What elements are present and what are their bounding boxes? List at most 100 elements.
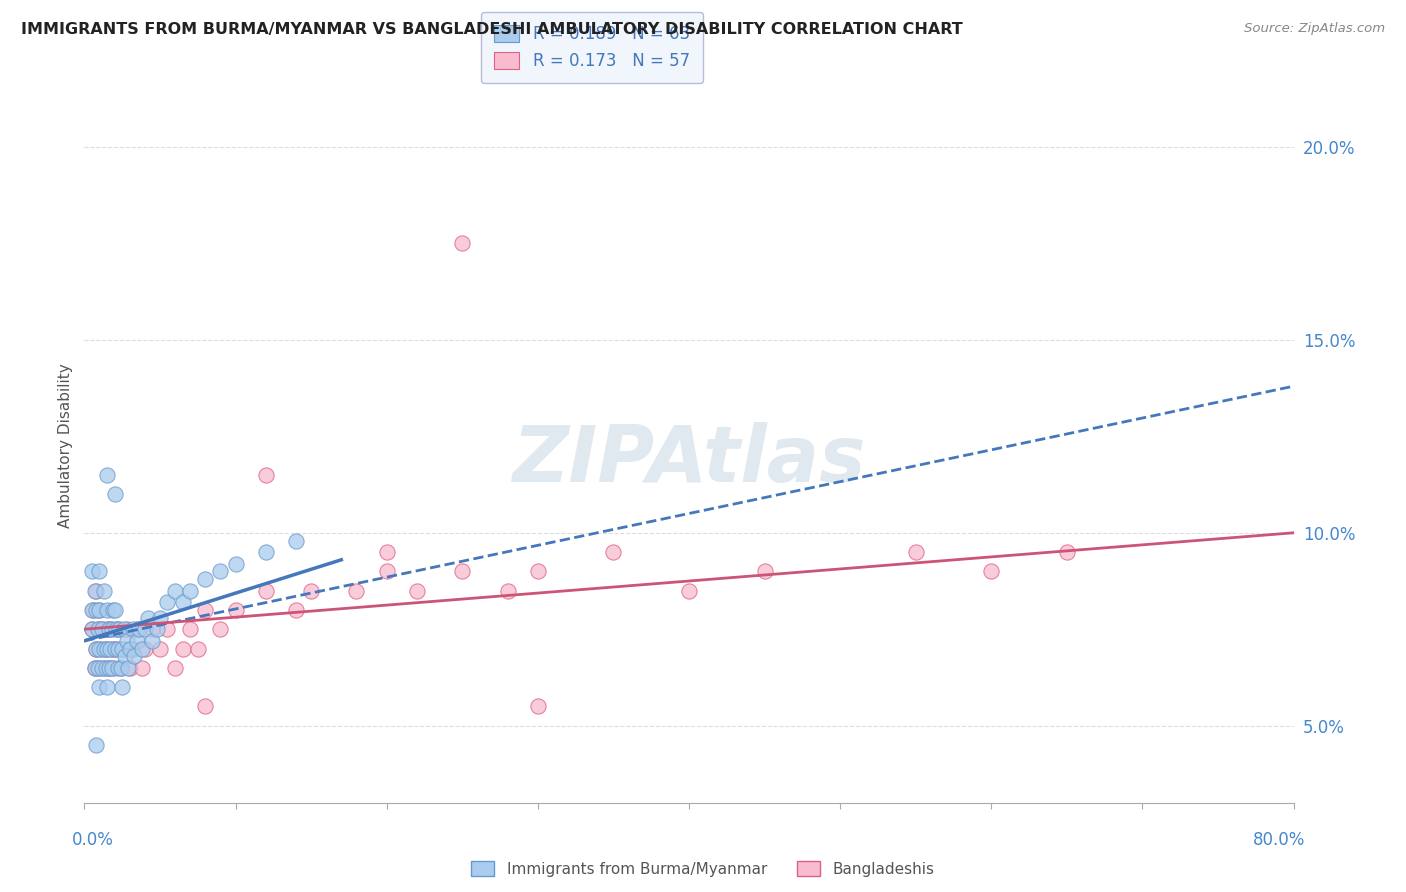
Point xyxy=(93,583,115,598)
Point xyxy=(134,641,156,656)
Point xyxy=(602,545,624,559)
Point xyxy=(96,467,118,482)
Point xyxy=(165,661,187,675)
Point xyxy=(254,583,277,598)
Point xyxy=(101,603,124,617)
Point xyxy=(89,661,111,675)
Point xyxy=(172,595,194,609)
Point xyxy=(225,557,247,571)
Point xyxy=(194,603,217,617)
Point xyxy=(98,641,121,656)
Point xyxy=(165,583,187,598)
Point xyxy=(172,641,194,656)
Y-axis label: Ambulatory Disability: Ambulatory Disability xyxy=(58,364,73,528)
Point xyxy=(89,680,111,694)
Point xyxy=(127,633,149,648)
Point xyxy=(194,699,217,714)
Legend: Immigrants from Burma/Myanmar, Bangladeshis: Immigrants from Burma/Myanmar, Banglades… xyxy=(464,853,942,884)
Point xyxy=(86,641,108,656)
Point xyxy=(86,583,108,598)
Point xyxy=(89,641,111,656)
Point xyxy=(96,603,118,617)
Point xyxy=(80,622,103,636)
Point xyxy=(96,641,118,656)
Point xyxy=(100,661,122,675)
Point xyxy=(141,622,163,636)
Point xyxy=(149,610,172,624)
Point xyxy=(980,565,1002,579)
Point xyxy=(89,603,111,617)
Point xyxy=(285,603,308,617)
Point xyxy=(209,565,232,579)
Point xyxy=(98,622,121,636)
Point xyxy=(84,661,107,675)
Point xyxy=(112,622,135,636)
Point xyxy=(134,622,156,636)
Point xyxy=(82,603,104,617)
Point xyxy=(100,641,122,656)
Point xyxy=(678,583,700,598)
Point xyxy=(346,583,368,598)
Point xyxy=(754,565,776,579)
Point xyxy=(110,661,132,675)
Point xyxy=(96,680,118,694)
Point xyxy=(104,641,127,656)
Point xyxy=(527,565,550,579)
Point xyxy=(254,467,277,482)
Point xyxy=(86,738,108,752)
Point xyxy=(91,622,114,636)
Point xyxy=(87,622,110,636)
Point xyxy=(254,545,277,559)
Point xyxy=(89,565,111,579)
Point xyxy=(97,661,120,675)
Point xyxy=(104,487,127,501)
Point xyxy=(118,661,141,675)
Point xyxy=(111,641,134,656)
Point xyxy=(96,622,118,636)
Point xyxy=(115,622,138,636)
Point xyxy=(451,565,474,579)
Point xyxy=(80,603,103,617)
Point xyxy=(209,622,232,636)
Point xyxy=(299,583,322,598)
Point xyxy=(121,622,143,636)
Point xyxy=(149,641,172,656)
Point xyxy=(451,236,474,251)
Point xyxy=(1056,545,1078,559)
Point xyxy=(131,641,153,656)
Point xyxy=(93,641,115,656)
Text: ZIPAtlas: ZIPAtlas xyxy=(512,422,866,499)
Point xyxy=(146,622,169,636)
Point xyxy=(156,622,179,636)
Point xyxy=(101,661,124,675)
Point xyxy=(107,622,129,636)
Point xyxy=(179,622,201,636)
Point xyxy=(84,583,107,598)
Point xyxy=(94,661,117,675)
Point xyxy=(187,641,209,656)
Point xyxy=(86,603,108,617)
Point xyxy=(904,545,927,559)
Point xyxy=(121,641,143,656)
Point xyxy=(115,633,138,648)
Point xyxy=(90,641,112,656)
Point xyxy=(128,622,150,636)
Point xyxy=(110,661,132,675)
Point xyxy=(89,603,111,617)
Point xyxy=(108,622,131,636)
Point xyxy=(496,583,519,598)
Point xyxy=(136,610,159,624)
Point xyxy=(94,641,117,656)
Point xyxy=(406,583,429,598)
Point xyxy=(285,533,308,548)
Legend: R = 0.189   N = 63, R = 0.173   N = 57: R = 0.189 N = 63, R = 0.173 N = 57 xyxy=(481,12,703,83)
Point xyxy=(107,661,129,675)
Point xyxy=(97,622,120,636)
Point xyxy=(122,649,145,664)
Point xyxy=(117,661,139,675)
Point xyxy=(111,680,134,694)
Text: 0.0%: 0.0% xyxy=(72,831,114,849)
Point xyxy=(141,633,163,648)
Point xyxy=(127,622,149,636)
Point xyxy=(179,583,201,598)
